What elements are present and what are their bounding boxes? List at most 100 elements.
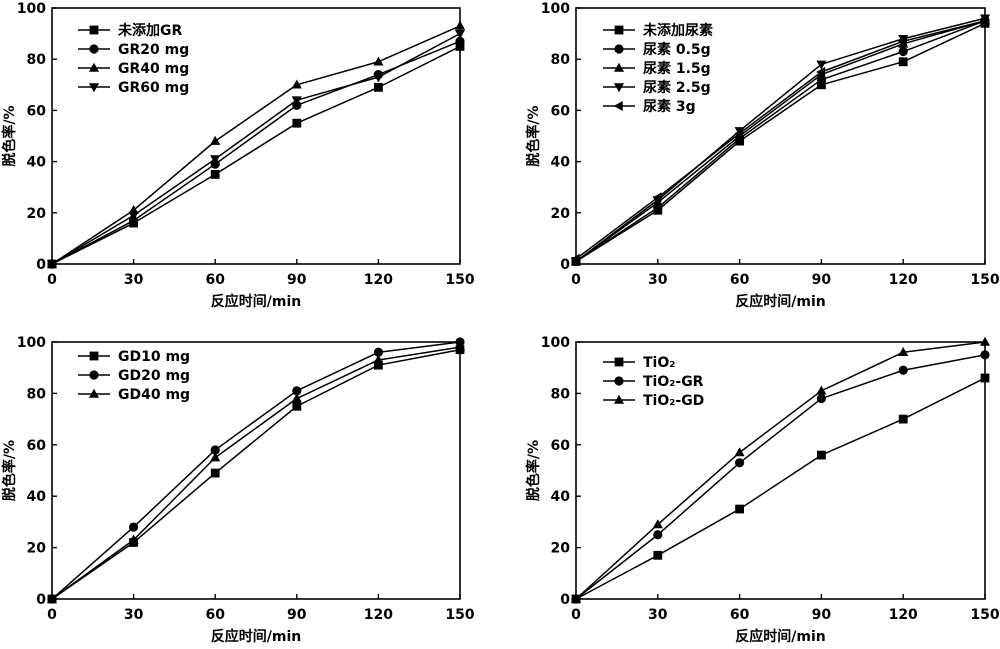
series-line [575,354,986,600]
legend-label: GR40 mg [118,61,189,77]
data-point [898,57,908,67]
y-axis-title: 脱色率/% [525,440,542,501]
series-1 [571,18,990,266]
y-tick-label: 0 [36,257,46,273]
y-tick-label: 100 [541,1,570,17]
series-line [51,346,461,600]
y-tick-label: 20 [551,541,571,557]
x-tick-label: 60 [205,607,225,623]
data-point [979,15,989,26]
x-tick-label: 90 [287,607,307,623]
legend-label: GD20 mg [118,368,190,384]
legend-marker [614,25,624,35]
y-tick-label: 60 [27,103,47,119]
y-tick-label: 100 [541,335,570,351]
series-line [51,32,461,265]
data-point [292,118,302,128]
legend-marker [613,100,623,112]
data-point [373,73,384,83]
series-line [51,348,461,600]
series-line [51,341,461,600]
legend-marker [88,62,100,72]
data-point [128,534,139,544]
data-point [454,29,466,39]
series-line [575,20,986,260]
x-tick-label: 150 [445,607,474,623]
y-axis-title: 脱色率/% [1,440,18,501]
legend-marker [88,388,100,398]
x-tick-label: 60 [205,272,225,288]
legend-marker [89,370,99,380]
x-tick-label: 120 [889,272,918,288]
data-point [980,373,990,383]
x-tick-label: 150 [970,272,999,288]
chart-panel-4: 0 30 60 90 120 150 0 20 40 60 80 100 反应时间/min 脱色率/% Ti… [525,335,1000,645]
x-tick-label: 0 [47,607,57,623]
y-tick-label: 40 [27,155,47,171]
data-point [734,447,745,457]
series-3 [46,20,466,268]
data-point [129,522,139,532]
data-point [816,393,827,404]
series-1 [47,345,465,604]
data-point [210,445,220,455]
legend-label: 未添加尿素 [643,22,713,39]
data-point [373,56,384,66]
data-point [735,504,744,514]
legend-label: GD10 mg [118,349,190,365]
data-point [210,155,221,165]
series-line [51,40,461,265]
series-line [575,341,986,600]
x-tick-label: 60 [730,272,750,288]
data-point [652,519,663,529]
y-tick-label: 20 [27,206,47,222]
data-point [292,386,302,396]
legend-label: 尿素 2.5g [643,79,711,96]
data-point [652,192,662,203]
legend-marker [614,376,624,386]
data-point [816,66,826,78]
legend-label: TiO₂-GD [643,393,704,409]
series-5 [570,15,989,264]
x-tick-label: 60 [730,607,750,623]
x-tick-label: 150 [970,607,999,623]
x-tick-label: 30 [124,607,144,623]
y-tick-label: 100 [17,335,46,351]
data-point [735,458,745,468]
y-tick-label: 60 [551,103,571,119]
y-axis-title: 脱色率/% [1,105,18,166]
data-point [979,336,991,346]
data-point [46,593,58,603]
y-tick-label: 60 [27,438,47,454]
x-tick-label: 0 [571,272,581,288]
series-line [575,20,986,263]
legend-marker [613,83,625,93]
data-point [291,393,302,403]
data-point [374,82,383,92]
data-point [454,341,466,351]
data-point [898,365,908,375]
series-line [575,20,986,263]
data-point [653,550,663,560]
series-line [51,45,461,265]
data-point [570,253,580,264]
x-tick-label: 120 [889,607,918,623]
data-point [898,414,908,424]
series-1 [47,42,465,269]
plot-frame [575,341,986,600]
legend-marker [89,44,99,54]
legend: GD10 mg GD20 mg GD40 mg [78,349,190,403]
data-point [980,350,990,360]
legend-marker [89,351,99,361]
series-2 [47,337,465,604]
x-tick-label: 120 [364,607,393,623]
legend-label: GR20 mg [118,42,189,58]
series-line [575,377,986,600]
x-tick-label: 90 [287,272,307,288]
data-point [455,36,465,46]
y-tick-label: 60 [551,438,571,454]
legend-label: 尿素 3g [643,98,696,115]
y-tick-label: 0 [36,592,46,608]
